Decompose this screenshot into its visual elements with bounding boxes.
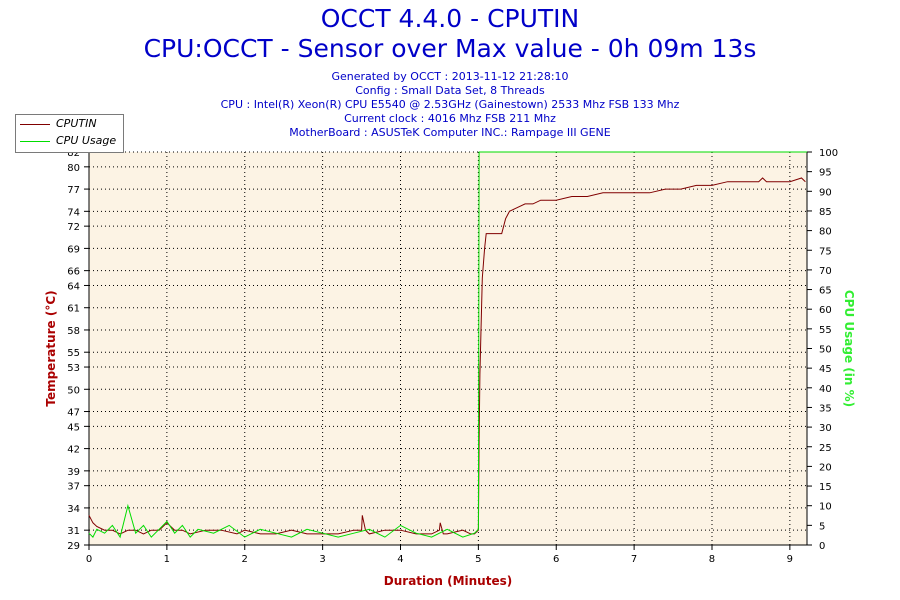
y-left-tick-label: 34: [67, 504, 80, 515]
y-right-tick-label: 30: [819, 423, 832, 434]
x-tick-label: 5: [475, 554, 481, 565]
plot-area: [89, 152, 807, 545]
y-right-tick-label: 45: [819, 364, 832, 375]
y-left-tick-label: 74: [67, 207, 80, 218]
y-left-tick-label: 64: [67, 281, 80, 292]
x-tick-label: 8: [709, 554, 715, 565]
x-tick-label: 7: [631, 554, 637, 565]
legend-swatch-cpu-usage: [20, 141, 50, 142]
y-left-tick-label: 55: [67, 348, 80, 359]
y-left-tick-label: 29: [67, 541, 80, 552]
y-right-tick-label: 25: [819, 443, 832, 454]
y-right-tick-label: 75: [819, 246, 832, 257]
x-axis-label: Duration (Minutes): [384, 574, 512, 588]
y-right-tick-label: 0: [819, 541, 825, 552]
x-tick-label: 4: [397, 554, 403, 565]
y-left-tick-label: 47: [67, 408, 80, 419]
y-right-tick-label: 95: [819, 168, 832, 179]
x-tick-label: 9: [787, 554, 793, 565]
x-tick-label: 3: [319, 554, 325, 565]
legend: CPUTIN CPU Usage: [15, 114, 124, 153]
y-left-tick-label: 72: [67, 222, 80, 233]
y-right-tick-label: 60: [819, 305, 832, 316]
x-tick-label: 6: [553, 554, 559, 565]
y-right-tick-label: 80: [819, 227, 832, 238]
y-right-tick-label: 10: [819, 502, 832, 513]
y-right-tick-label: 100: [819, 148, 838, 159]
y-left-tick-label: 53: [67, 363, 80, 374]
y-left-axis-label: Temperature (°C): [44, 290, 58, 406]
y-left-tick-label: 80: [67, 163, 80, 174]
y-right-tick-label: 20: [819, 462, 832, 473]
legend-swatch-cputin: [20, 124, 50, 125]
y-left-tick-label: 31: [67, 526, 80, 537]
y-right-tick-label: 50: [819, 345, 832, 356]
y-left-tick-label: 58: [67, 326, 80, 337]
y-left-tick-label: 42: [67, 445, 80, 456]
y-left-tick-label: 45: [67, 422, 80, 433]
y-right-tick-label: 85: [819, 207, 832, 218]
y-right-tick-label: 70: [819, 266, 832, 277]
y-left-tick-label: 69: [67, 244, 80, 255]
legend-label-cpu-usage: CPU Usage: [56, 134, 116, 147]
y-right-tick-label: 35: [819, 403, 832, 414]
y-right-tick-label: 65: [819, 286, 832, 297]
y-left-tick-label: 50: [67, 385, 80, 396]
x-tick-label: 0: [86, 554, 92, 565]
y-right-tick-label: 5: [819, 521, 825, 532]
y-right-tick-label: 40: [819, 384, 832, 395]
y-left-tick-label: 37: [67, 482, 80, 493]
y-left-tick-label: 77: [67, 185, 80, 196]
y-right-tick-label: 55: [819, 325, 832, 336]
x-tick-label: 1: [164, 554, 170, 565]
y-left-tick-label: 61: [67, 304, 80, 315]
y-right-tick-label: 15: [819, 482, 832, 493]
y-left-tick-label: 66: [67, 267, 80, 278]
y-left-tick-label: 39: [67, 467, 80, 478]
y-right-tick-label: 90: [819, 187, 832, 198]
y-right-axis-label: CPU Usage (in %): [842, 290, 856, 407]
legend-label-cputin: CPUTIN: [56, 117, 97, 130]
x-tick-label: 2: [242, 554, 248, 565]
